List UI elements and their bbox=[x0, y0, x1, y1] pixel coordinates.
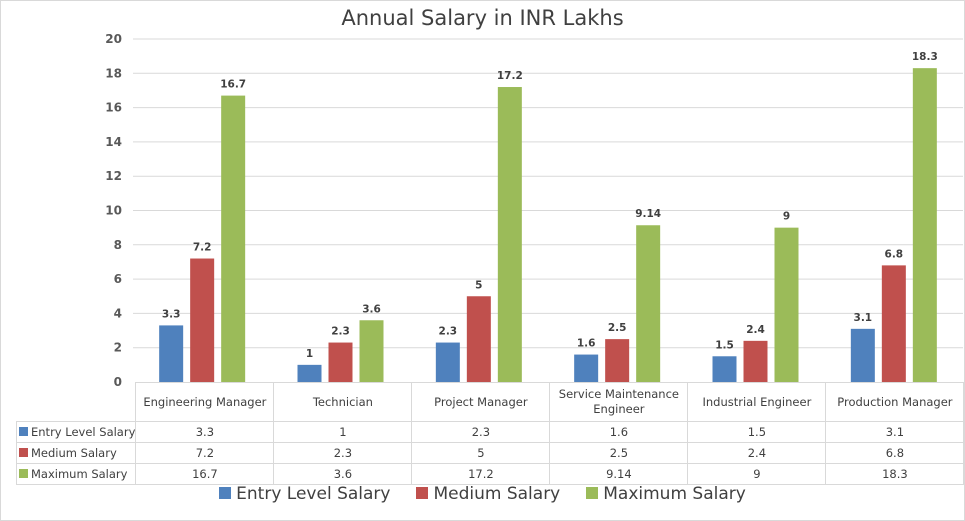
data-label: 17.2 bbox=[497, 70, 523, 82]
table-corner bbox=[16, 382, 137, 422]
data-label: 5 bbox=[475, 279, 482, 291]
data-label: 3.1 bbox=[854, 312, 873, 324]
y-tick-label: 16 bbox=[105, 101, 122, 115]
y-tick-label: 4 bbox=[114, 306, 122, 320]
bar bbox=[881, 265, 906, 382]
legend-key-icon bbox=[19, 427, 28, 436]
table-row-header: Medium Salary bbox=[15, 442, 137, 464]
series-name: Medium Salary bbox=[31, 446, 117, 460]
bar bbox=[435, 342, 460, 382]
table-row-header: Maximum Salary bbox=[15, 463, 137, 485]
table-row: Medium Salary 7.2 2.3 5 2.5 2.4 6.8 bbox=[15, 442, 965, 464]
legend-key-icon bbox=[19, 469, 28, 478]
table-cell: 2.3 bbox=[273, 442, 413, 464]
bar bbox=[221, 95, 246, 382]
data-label: 9 bbox=[783, 211, 790, 223]
data-label: 2.3 bbox=[331, 326, 350, 338]
y-tick-label: 6 bbox=[114, 272, 122, 286]
table-cell: 16.7 bbox=[135, 463, 275, 485]
data-label: 9.14 bbox=[635, 208, 661, 220]
bar bbox=[297, 364, 322, 382]
table-cell: 2.5 bbox=[549, 442, 689, 464]
legend-label: Medium Salary bbox=[433, 484, 561, 504]
data-label: 2.3 bbox=[439, 326, 458, 338]
table-cell: 17.2 bbox=[411, 463, 551, 485]
data-label: 1.6 bbox=[577, 338, 596, 350]
bar bbox=[605, 339, 630, 382]
table-row: Maximum Salary 16.7 3.6 17.2 9.14 9 18.3 bbox=[15, 463, 965, 485]
x-category-label: Technician bbox=[273, 382, 413, 422]
data-label: 1.5 bbox=[715, 339, 734, 351]
table-cell: 3.3 bbox=[135, 421, 275, 443]
data-label: 2.5 bbox=[608, 322, 627, 334]
data-label: 2.4 bbox=[746, 324, 765, 336]
x-category-label: Project Manager bbox=[411, 382, 551, 422]
table-cell: 18.3 bbox=[825, 463, 965, 485]
y-tick-label: 12 bbox=[105, 169, 122, 183]
y-tick-label: 2 bbox=[114, 341, 122, 355]
table-cell: 1 bbox=[273, 421, 413, 443]
y-tick-label: 14 bbox=[105, 135, 122, 149]
bar bbox=[712, 356, 737, 382]
x-category-label: Service Maintenance Engineer bbox=[549, 382, 689, 422]
bar bbox=[466, 296, 491, 382]
bar bbox=[850, 328, 875, 382]
x-category-label: Engineering Manager bbox=[135, 382, 275, 422]
series-name: Entry Level Salary bbox=[31, 425, 136, 439]
table-cell: 7.2 bbox=[135, 442, 275, 464]
bar bbox=[328, 342, 353, 382]
data-label: 18.3 bbox=[912, 51, 938, 63]
data-label: 3.6 bbox=[362, 303, 381, 315]
bar bbox=[912, 68, 937, 382]
chart-title: Annual Salary in INR Lakhs bbox=[341, 6, 624, 30]
y-tick-label: 0 bbox=[114, 375, 122, 389]
y-tick-label: 10 bbox=[105, 204, 122, 218]
table-cell: 3.6 bbox=[273, 463, 413, 485]
legend-item: Maximum Salary bbox=[586, 484, 746, 504]
legend-swatch-icon bbox=[219, 487, 232, 499]
table-cell: 9.14 bbox=[549, 463, 689, 485]
legend-item: Medium Salary bbox=[416, 484, 560, 504]
y-tick-label: 18 bbox=[105, 66, 122, 80]
bar bbox=[190, 258, 215, 382]
bar bbox=[743, 340, 768, 382]
legend-label: Entry Level Salary bbox=[236, 484, 391, 504]
table-cell: 6.8 bbox=[825, 442, 965, 464]
table-cell: 2.4 bbox=[687, 442, 827, 464]
legend-key-icon bbox=[19, 448, 28, 457]
legend: Entry Level Salary Medium Salary Maximum S… bbox=[0, 484, 965, 504]
data-table: Engineering Manager Technician Project Man… bbox=[15, 382, 965, 485]
table-row: Entry Level Salary 3.3 1 2.3 1.6 1.5 3.1 bbox=[15, 421, 965, 443]
bar bbox=[497, 87, 522, 383]
table-cell: 2.3 bbox=[411, 421, 551, 443]
legend-swatch-icon bbox=[586, 487, 599, 499]
bar bbox=[774, 227, 799, 382]
table-cell: 9 bbox=[687, 463, 827, 485]
data-label: 3.3 bbox=[162, 308, 181, 320]
series-name: Maximum Salary bbox=[31, 467, 128, 481]
data-label: 6.8 bbox=[885, 248, 904, 260]
bar bbox=[159, 325, 184, 382]
data-label: 1 bbox=[306, 348, 313, 360]
bar bbox=[636, 225, 661, 382]
x-category-label: Industrial Engineer bbox=[687, 382, 827, 422]
table-row-header: Entry Level Salary bbox=[15, 421, 137, 443]
table-cell: 3.1 bbox=[825, 421, 965, 443]
bar bbox=[359, 320, 384, 382]
table-cell: 1.5 bbox=[687, 421, 827, 443]
y-tick-label: 20 bbox=[105, 32, 122, 46]
legend-label: Maximum Salary bbox=[603, 484, 746, 504]
x-category-label: Production Manager bbox=[825, 382, 965, 422]
data-label: 16.7 bbox=[220, 79, 246, 91]
table-cell: 1.6 bbox=[549, 421, 689, 443]
legend-item: Entry Level Salary bbox=[219, 484, 390, 504]
legend-swatch-icon bbox=[416, 487, 429, 499]
y-tick-label: 8 bbox=[114, 238, 122, 252]
data-label: 7.2 bbox=[193, 242, 212, 254]
bar bbox=[574, 354, 599, 382]
table-cell: 5 bbox=[411, 442, 551, 464]
